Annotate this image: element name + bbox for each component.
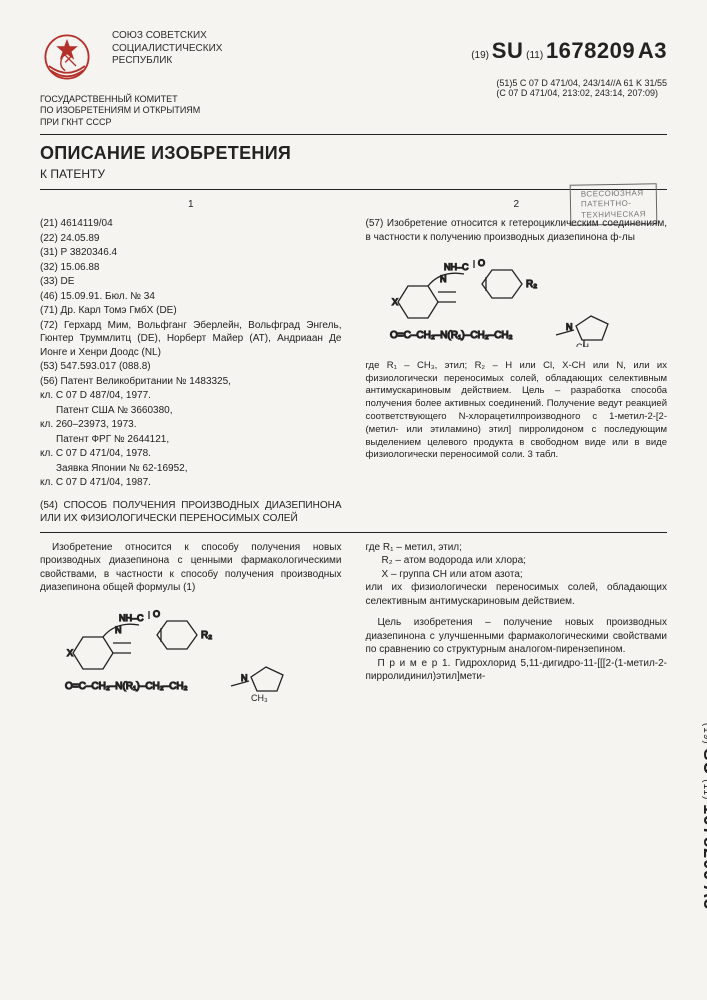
formula-r2: R₂	[526, 279, 537, 290]
divider	[40, 532, 667, 533]
field-31: (31) P 3820346.4	[40, 246, 342, 260]
field-56c: кл. 260–23973, 1973.	[40, 418, 342, 432]
field-56f: Заявка Японии № 62-16952,	[40, 462, 342, 476]
side-doc-code: (19) SU (11) 1678209 A3	[699, 723, 707, 910]
lower-col-right: где R₁ – метил, этил; R₂ – атом водорода…	[366, 541, 668, 716]
r-def2: R₂ – атом водорода или хлора;	[366, 554, 668, 568]
field-53: (53) 547.593.017 (088.8)	[40, 360, 342, 374]
committee-line3: ПРИ ГКНТ СССР	[40, 117, 667, 128]
col-num-right: 2	[366, 198, 668, 212]
field-57-intro: (57) Изобретение относится к гетероцикли…	[366, 217, 668, 244]
committee-block: ГОСУДАРСТВЕННЫЙ КОМИТЕТ ПО ИЗОБРЕТЕНИЯМ …	[40, 94, 667, 128]
ipc-line2: (C 07 D 471/04, 213:02, 243:14, 207:09)	[496, 88, 658, 98]
r-def4: или их физиологически переносимых солей,…	[366, 581, 668, 608]
ipc-line1: C 07 D 471/04, 243/14//A 61 K 31/55	[520, 78, 667, 88]
chemical-formula-2: X N NH–C O R₂ O=C–CH₂–N(R₁)–CH₂–CH₂ N CH…	[40, 603, 342, 708]
formula-o: O	[478, 258, 485, 268]
field-57-body: где R₁ – CH₃, этил; R₂ – H или Cl, X-CH …	[366, 360, 668, 463]
biblio-block: (21) 4614119/04 (22) 24.05.89 (31) P 382…	[40, 217, 342, 490]
field-22: (22) 24.05.89	[40, 232, 342, 246]
formula-nhc: NH–C	[444, 262, 469, 272]
svg-text:CH₃: CH₃	[251, 693, 268, 703]
col-right: 2 (57) Изобретение относится к гетероцик…	[366, 198, 668, 526]
republic-line1: СОЮЗ СОВЕТСКИХ	[112, 30, 222, 43]
field-33: (33) DE	[40, 275, 342, 289]
formula-ch3: CH₃	[576, 342, 593, 347]
r-def1: где R₁ – метил, этил;	[366, 541, 668, 555]
svg-text:R₂: R₂	[201, 630, 212, 641]
field-32: (32) 15.06.88	[40, 261, 342, 275]
formula-ligand: O=C–CH₂–N(R₁)–CH₂–CH₂	[390, 330, 513, 341]
r-p3: П р и м е р 1. Гидрохлорид 5,11-дигидро-…	[366, 657, 668, 684]
field-56g: кл. C 07 D 471/04, 1987.	[40, 476, 342, 490]
doc-subtitle: К ПАТЕНТУ	[40, 167, 667, 181]
header-republic: СОЮЗ СОВЕТСКИХ СОЦИАЛИСТИЧЕСКИХ РЕСПУБЛИ…	[112, 30, 222, 68]
code-kind: A3	[638, 38, 667, 63]
chemical-formula-1: X N NH–C O R₂ O=C–CH₂–N(R₁)–CH₂–CH₂ N	[366, 252, 668, 352]
code-number: 1678209	[546, 38, 635, 63]
field-54: (54) СПОСОБ ПОЛУЧЕНИЯ ПРОИЗВОДНЫХ ДИАЗЕП…	[40, 499, 342, 526]
ipc-prefix: (51)5	[496, 78, 517, 88]
code-country: SU	[492, 38, 524, 63]
ipc-classification: (51)5 C 07 D 471/04, 243/14//A 61 K 31/5…	[496, 78, 667, 98]
r-p2: Цель изобретения – получение новых произ…	[366, 616, 668, 657]
code-prefix19: (19)	[471, 50, 489, 61]
field-72: (72) Герхард Мим, Вольфганг Эберлейн, Во…	[40, 319, 342, 360]
document-code: (19) SU (11) 1678209 A3	[471, 38, 667, 64]
r-def3: X – группа CH или атом азота;	[366, 568, 668, 582]
svg-text:O=C–CH₂–N(R₁)–CH₂–CH₂: O=C–CH₂–N(R₁)–CH₂–CH₂	[65, 681, 188, 692]
soviet-emblem-icon	[40, 30, 94, 84]
field-56e: кл. C 07 D 471/04, 1978.	[40, 447, 342, 461]
field-71: (71) Др. Карл Томэ ГмбХ (DE)	[40, 304, 342, 318]
formula-x: X	[392, 297, 398, 307]
field-56b: Патент США № 3660380,	[40, 404, 342, 418]
republic-line3: РЕСПУБЛИК	[112, 55, 222, 68]
field-46: (46) 15.09.91. Бюл. № 34	[40, 290, 342, 304]
doc-title: ОПИСАНИЕ ИЗОБРЕТЕНИЯ	[40, 143, 667, 164]
republic-line2: СОЦИАЛИСТИЧЕСКИХ	[112, 43, 222, 56]
lower-left-para: Изобретение относится к способу получени…	[40, 541, 342, 595]
field-21: (21) 4614119/04	[40, 217, 342, 231]
divider	[40, 134, 667, 135]
col-num-left: 1	[40, 198, 342, 212]
field-56a: кл. C 07 D 487/04, 1977.	[40, 389, 342, 403]
svg-text:O: O	[153, 609, 160, 619]
field-56: (56) Патент Великобритании № 1483325,	[40, 375, 342, 389]
code-prefix11: (11)	[526, 50, 543, 61]
col-left: 1 (21) 4614119/04 (22) 24.05.89 (31) P 3…	[40, 198, 342, 526]
lower-col-left: Изобретение относится к способу получени…	[40, 541, 342, 716]
svg-text:NH–C: NH–C	[119, 613, 144, 623]
svg-text:X: X	[67, 648, 73, 658]
field-56d: Патент ФРГ № 2644121,	[40, 433, 342, 447]
committee-line2: ПО ИЗОБРЕТЕНИЯМ И ОТКРЫТИЯМ	[40, 105, 667, 116]
